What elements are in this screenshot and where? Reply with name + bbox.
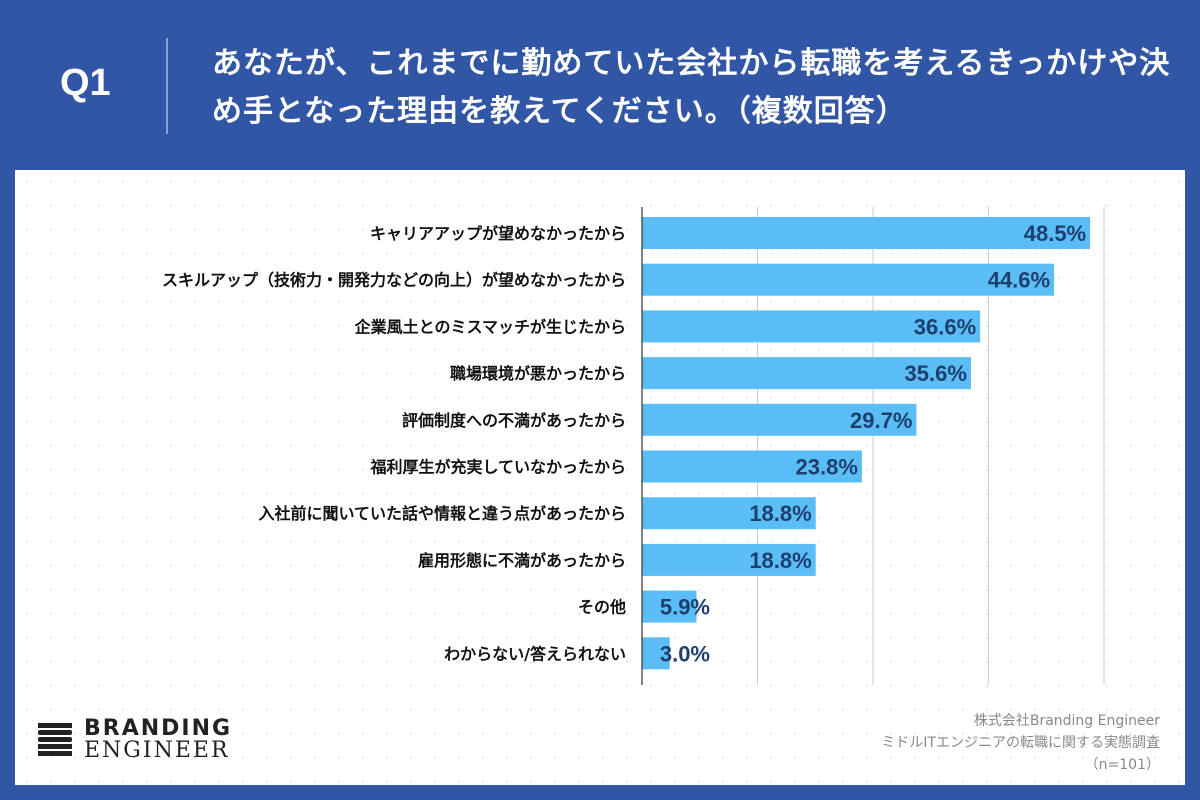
bar <box>642 450 862 483</box>
logo: BRANDING ENGINEER <box>38 718 232 762</box>
question-title: あなたが、これまでに勤めていた会社から転職を考えるきっかけや決め手となった理由を… <box>212 46 1171 129</box>
bar <box>642 357 971 390</box>
source-survey: ミドルITエンジニアの転職に関する実態調査 <box>881 735 1160 751</box>
data-label: 18.8% <box>749 548 811 573</box>
source-company: 株式会社Branding Engineer <box>973 713 1160 729</box>
logo-line1: BRANDING <box>84 716 233 741</box>
chart-panel <box>15 170 1185 785</box>
category-label: キャリアアップが望めなかったから <box>370 224 626 243</box>
category-label: わからない/答えられない <box>444 644 626 663</box>
data-label: 44.6% <box>988 268 1050 293</box>
data-label: 5.9% <box>660 595 710 620</box>
logo-line2: ENGINEER <box>84 738 230 763</box>
data-label: 18.8% <box>749 501 811 526</box>
source-note: 株式会社Branding Engineer ミドルITエンジニアの転職に関する実… <box>881 710 1160 776</box>
category-label: 雇用形態に不満があったから <box>418 551 626 570</box>
logo-mark-icon <box>38 723 72 756</box>
category-label: スキルアップ（技術力・開発力などの向上）が望めなかったから <box>162 271 626 290</box>
data-label: 29.7% <box>850 408 912 433</box>
question-number: Q1 <box>60 62 111 104</box>
category-label: 入社前に聞いていた話や情報と違う点があったから <box>258 504 626 523</box>
category-label: 企業風土とのミスマッチが生じたから <box>354 317 626 336</box>
category-label: 職場環境が悪かったから <box>450 364 626 383</box>
header: Q1 あなたが、これまでに勤めていた会社から転職を考えるきっかけや決め手となった… <box>0 0 1200 168</box>
data-label: 48.5% <box>1024 221 1086 246</box>
bar <box>642 590 697 623</box>
data-label: 3.0% <box>660 641 710 666</box>
bar <box>642 403 917 436</box>
bar <box>642 263 1055 296</box>
data-label: 35.6% <box>905 361 967 386</box>
source-sample: （n=101） <box>1084 757 1160 773</box>
bar <box>642 543 816 576</box>
category-label: 評価制度への不満があったから <box>402 411 626 430</box>
bar <box>642 217 1091 249</box>
category-label: 福利厚生が充実していなかったから <box>369 458 626 477</box>
bar <box>642 310 981 343</box>
bar <box>642 637 670 670</box>
bar <box>642 497 816 530</box>
data-label: 23.8% <box>796 455 858 480</box>
divider <box>166 38 168 134</box>
category-label: その他 <box>578 598 626 617</box>
data-label: 36.6% <box>914 314 976 339</box>
